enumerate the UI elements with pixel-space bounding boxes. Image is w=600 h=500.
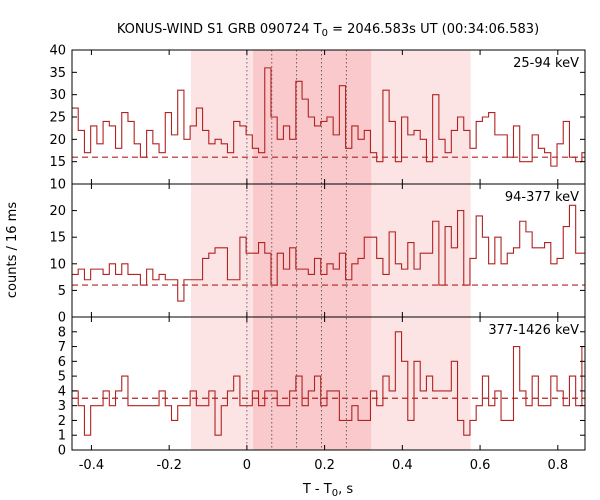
panel-2 — [72, 331, 585, 436]
x-axis-label-subscript: 0 — [332, 488, 338, 499]
x-tick-label-4: 0.4 — [392, 458, 413, 473]
y-tick-label-2-1: 1 — [58, 429, 66, 444]
y-tick-label-1-0: 0 — [58, 311, 66, 326]
y-tick-label-0-3: 25 — [49, 111, 66, 126]
x-tick-label-5: 0.6 — [470, 458, 491, 473]
y-axis-label: counts / 16 ms — [5, 202, 20, 298]
y-tick-label-2-3: 3 — [58, 399, 66, 414]
x-axis-label-suffix: , s — [338, 482, 353, 497]
y-tick-label-0-6: 40 — [49, 44, 66, 59]
y-tick-label-2-4: 4 — [58, 384, 66, 399]
chart-title: KONUS-WIND S1 GRB 090724 T0 = 2046.583s … — [117, 22, 539, 39]
x-axis-label: T - T0, s — [302, 482, 353, 499]
x-axis-label-prefix: T - T — [302, 482, 332, 497]
y-tick-label-2-5: 5 — [58, 370, 66, 385]
panel-frame-2 — [71, 316, 586, 451]
y-tick-label-1-3: 15 — [49, 231, 66, 246]
y-tick-label-2-6: 6 — [58, 355, 66, 370]
x-tick-label-3: 0.2 — [314, 458, 335, 473]
y-tick-label-1-4: 20 — [49, 204, 66, 219]
y-tick-label-2-7: 7 — [58, 340, 66, 355]
x-tick-label-1: -0.2 — [156, 458, 181, 473]
y-tick-label-2-2: 2 — [58, 414, 66, 429]
y-tick-label-0-5: 35 — [49, 66, 66, 81]
lightcurve-series-0 — [72, 67, 585, 167]
x-tick-label-6: 0.8 — [547, 458, 568, 473]
y-tick-label-1-1: 5 — [58, 284, 66, 299]
y-tick-label-0-0: 10 — [49, 178, 66, 193]
panel-1 — [72, 204, 585, 302]
chart-title-subscript: 0 — [322, 28, 328, 39]
energy-band-label-0: 25-94 keV — [513, 56, 579, 71]
lightcurve-series-2 — [72, 331, 585, 436]
y-tick-label-2-8: 8 — [58, 325, 66, 340]
chart-title-suffix: = 2046.583s UT (00:34:06.583) — [328, 22, 539, 37]
y-tick-label-0-1: 15 — [49, 155, 66, 170]
x-tick-label-2: 0 — [243, 458, 251, 473]
energy-band-label-1: 94-377 keV — [505, 190, 579, 205]
energy-band-label-2: 377-1426 keV — [488, 323, 579, 338]
y-tick-label-2-0: 0 — [58, 444, 66, 459]
x-tick-label-0: -0.4 — [79, 458, 104, 473]
y-tick-label-1-2: 10 — [49, 257, 66, 272]
panel-0 — [72, 67, 585, 167]
chart-title-prefix: KONUS-WIND S1 GRB 090724 T — [117, 22, 322, 37]
y-tick-label-0-4: 30 — [49, 88, 66, 103]
lightcurve-series-1 — [72, 204, 585, 302]
y-tick-label-0-2: 20 — [49, 133, 66, 148]
